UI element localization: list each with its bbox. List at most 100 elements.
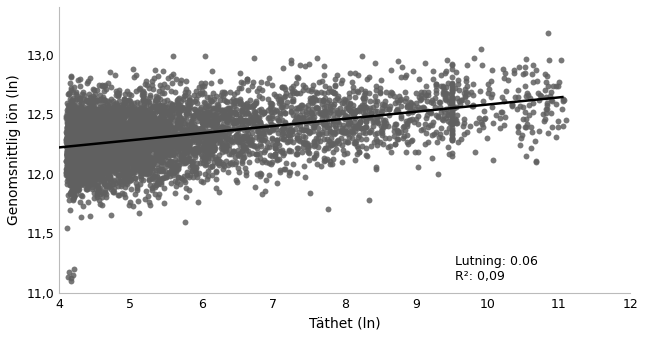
Point [112, 156, 123, 162]
Point [199, 144, 210, 150]
Point [154, 139, 164, 144]
Point [419, 126, 429, 131]
Point [151, 144, 161, 149]
Point [97, 141, 107, 146]
Point [77, 193, 87, 198]
Point [119, 178, 129, 184]
Point [104, 175, 115, 180]
Point [177, 153, 187, 159]
Point [63, 140, 74, 145]
Point [124, 155, 134, 160]
Point [77, 172, 87, 177]
Point [78, 133, 88, 138]
Point [83, 173, 93, 178]
Point [122, 162, 132, 167]
Point [217, 109, 228, 115]
Point [303, 128, 313, 133]
Point [154, 182, 164, 187]
Point [144, 132, 155, 138]
Point [148, 172, 158, 178]
Point [63, 126, 74, 131]
Point [99, 113, 110, 119]
Point [119, 176, 129, 181]
Point [120, 92, 130, 97]
Point [92, 97, 103, 103]
Point [295, 112, 305, 118]
Point [267, 137, 277, 142]
Point [100, 146, 110, 151]
Point [113, 132, 123, 137]
Point [62, 144, 72, 149]
Point [404, 117, 414, 122]
Point [109, 138, 119, 143]
Point [111, 140, 121, 145]
Point [84, 115, 95, 121]
Point [194, 115, 204, 120]
Point [64, 135, 75, 140]
Point [90, 146, 101, 152]
Point [166, 148, 176, 153]
Point [297, 102, 307, 108]
Point [77, 152, 87, 157]
Point [168, 138, 179, 144]
Point [196, 81, 206, 86]
Point [75, 159, 85, 164]
Point [184, 143, 194, 149]
Point [264, 128, 275, 133]
Point [192, 125, 203, 131]
Point [79, 164, 89, 169]
Point [114, 165, 124, 171]
Point [422, 98, 433, 104]
Point [72, 137, 82, 143]
Point [90, 155, 101, 161]
Point [70, 134, 81, 140]
Point [222, 118, 232, 124]
Point [127, 143, 137, 148]
Point [84, 144, 94, 149]
Point [264, 119, 275, 124]
Point [85, 139, 95, 144]
Point [108, 135, 118, 141]
Point [70, 141, 80, 147]
Point [161, 139, 172, 144]
Point [69, 131, 79, 136]
Point [80, 109, 90, 114]
Point [149, 143, 159, 148]
Point [393, 128, 404, 134]
Point [92, 149, 103, 154]
Point [105, 138, 115, 143]
Point [83, 150, 94, 155]
Point [124, 104, 134, 110]
Point [72, 131, 82, 137]
Point [108, 189, 119, 195]
Point [285, 122, 295, 128]
Point [126, 107, 136, 112]
Point [91, 129, 101, 134]
Point [86, 133, 97, 138]
Point [70, 128, 81, 134]
Point [245, 142, 255, 148]
Point [381, 90, 391, 95]
Point [71, 89, 81, 95]
Point [163, 131, 174, 136]
Point [109, 161, 119, 167]
Point [346, 125, 356, 130]
Point [92, 150, 103, 156]
Point [192, 93, 203, 98]
Point [92, 191, 103, 196]
Point [84, 152, 94, 157]
Point [227, 139, 237, 144]
Point [301, 118, 312, 123]
Point [251, 151, 261, 157]
Point [104, 155, 115, 160]
Point [69, 166, 79, 171]
Point [132, 139, 142, 144]
Point [116, 162, 126, 168]
Point [111, 180, 121, 185]
Point [75, 199, 85, 205]
Point [68, 126, 79, 132]
Point [537, 112, 548, 117]
Point [117, 177, 127, 182]
Point [106, 154, 117, 159]
Point [104, 150, 114, 155]
